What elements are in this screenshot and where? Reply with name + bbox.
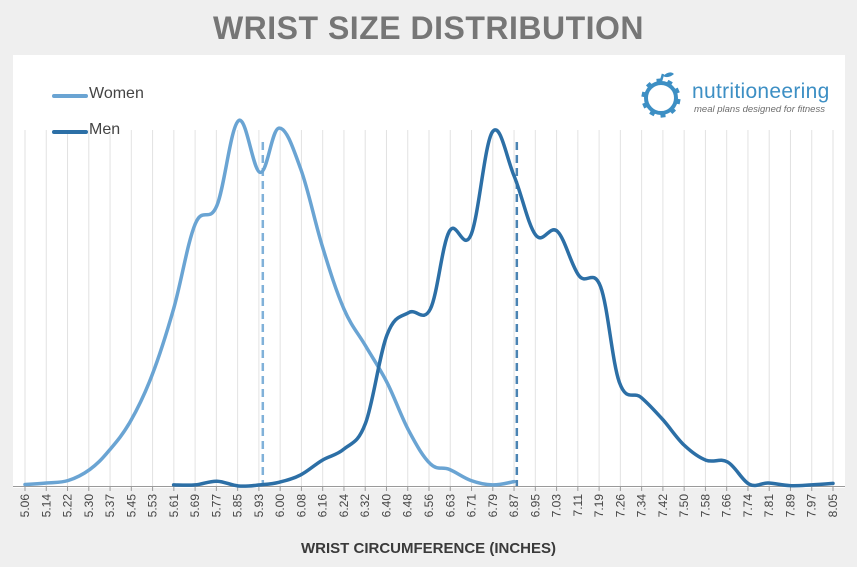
x-tick-label: 7.89 bbox=[783, 494, 797, 518]
x-tick-label: 5.37 bbox=[103, 494, 117, 518]
x-tick-label: 6.00 bbox=[273, 494, 287, 518]
x-tick-label: 6.08 bbox=[294, 494, 308, 518]
brand-name: nutritioneering bbox=[692, 80, 830, 103]
x-tick-label: 6.32 bbox=[358, 494, 372, 518]
legend-swatch-women bbox=[52, 94, 88, 98]
series-lines bbox=[23, 118, 835, 488]
chart-title: WRIST SIZE DISTRIBUTION bbox=[212, 10, 645, 46]
x-axis-label: WRIST CIRCUMFERENCE (INCHES) bbox=[301, 540, 556, 557]
x-tick-label: 5.93 bbox=[252, 494, 266, 518]
x-tick-label: 7.97 bbox=[805, 494, 819, 518]
x-tick-label: 5.45 bbox=[124, 494, 138, 518]
x-tick-label: 7.11 bbox=[571, 494, 585, 517]
apple-stem bbox=[659, 73, 665, 82]
x-tick-label: 8.05 bbox=[826, 494, 840, 518]
x-tick-label: 7.50 bbox=[677, 494, 691, 518]
x-tick-label: 7.03 bbox=[550, 494, 564, 518]
x-tick-label: 5.06 bbox=[18, 494, 32, 518]
x-tick-label: 7.74 bbox=[741, 494, 755, 518]
x-tick-label: 7.58 bbox=[698, 494, 712, 518]
apple-leaf bbox=[663, 72, 674, 78]
x-tick-label: 6.56 bbox=[422, 494, 436, 518]
series-line-men bbox=[171, 128, 835, 488]
x-tick-label: 7.42 bbox=[656, 494, 670, 518]
x-tick-label: 7.19 bbox=[592, 494, 606, 518]
x-tick-label: 5.14 bbox=[39, 494, 53, 518]
x-tick-label: 5.30 bbox=[82, 494, 96, 518]
x-tick-label: 5.77 bbox=[209, 494, 223, 518]
x-tick-label: 7.26 bbox=[613, 494, 627, 518]
x-tick-label: 7.81 bbox=[762, 494, 776, 518]
x-tick-label: 7.66 bbox=[720, 494, 734, 518]
x-tick-labels: 5.06 5.14 5.22 5.30 5.37 5.45 5.53 5.61 5.69 5.77… bbox=[18, 494, 840, 518]
x-tick-label: 6.63 bbox=[443, 494, 457, 518]
x-tick-label: 7.34 bbox=[635, 494, 649, 518]
x-tick-label: 5.53 bbox=[146, 494, 160, 518]
x-tick-label: 6.24 bbox=[337, 494, 351, 518]
x-tick-label: 5.22 bbox=[61, 494, 75, 518]
x-tick-label: 5.69 bbox=[188, 494, 202, 518]
x-tick-label: 5.61 bbox=[167, 494, 181, 518]
legend-label-women: Women bbox=[89, 85, 144, 102]
apple-gear-icon bbox=[641, 72, 681, 118]
x-tick-label: 6.87 bbox=[507, 494, 521, 518]
x-tick-label: 6.95 bbox=[528, 494, 542, 518]
x-tick-label: 6.79 bbox=[486, 494, 500, 518]
legend-swatch-men bbox=[52, 130, 88, 134]
legend-label-men: Men bbox=[89, 121, 121, 138]
brand-tagline: meal plans designed for fitness bbox=[694, 104, 825, 115]
x-axis bbox=[13, 486, 845, 491]
apple-ring bbox=[644, 81, 678, 115]
x-tick-label: 6.71 bbox=[465, 494, 479, 518]
brand-logo: nutritioneering meal plans designed for … bbox=[640, 68, 840, 124]
x-tick-label: 6.16 bbox=[316, 494, 330, 518]
x-tick-label: 5.85 bbox=[231, 494, 245, 518]
x-tick-label: 6.40 bbox=[379, 494, 393, 518]
x-tick-label: 6.48 bbox=[401, 494, 415, 518]
series-line-women bbox=[23, 118, 516, 487]
